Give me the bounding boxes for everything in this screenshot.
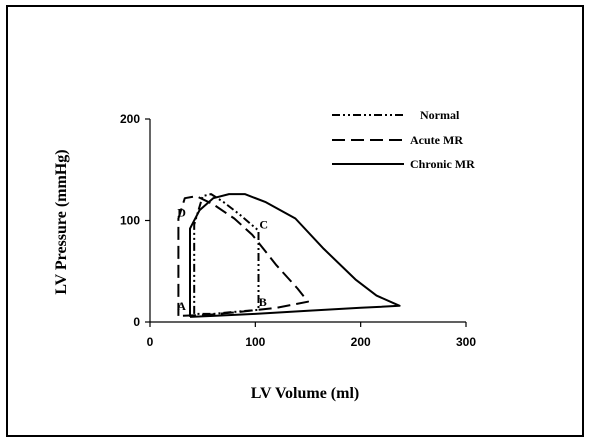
series-layer: [177, 193, 401, 318]
legend-label: Chronic MR: [410, 157, 475, 171]
x-tick-label: 100: [245, 335, 265, 349]
y-tick-label: 100: [120, 214, 140, 228]
point-label-a: A: [177, 299, 186, 313]
x-tick-label: 0: [147, 335, 154, 349]
slide-frame: [6, 5, 584, 437]
x-tick-label: 300: [456, 335, 476, 349]
legend-label: Normal: [420, 108, 460, 122]
series-acute-mr-loop: [177, 195, 309, 317]
point-label-d: D: [177, 205, 186, 219]
point-label-c: C: [259, 218, 268, 232]
y-axis-title: LV Pressure (mmHg): [53, 149, 70, 294]
axes: 0 100 200 300 0 100 200: [120, 112, 476, 349]
y-tick-label: 0: [133, 315, 140, 329]
series-chronic-mr-loop: [189, 193, 401, 318]
legend: Normal Acute MR Chronic MR: [332, 108, 475, 171]
legend-label: Acute MR: [410, 133, 463, 147]
x-tick-label: 200: [351, 335, 371, 349]
annotation-layer: A B C D: [177, 205, 268, 312]
x-axis-title: LV Volume (ml): [251, 385, 359, 402]
y-tick-label: 200: [120, 112, 140, 126]
point-label-b: B: [259, 295, 267, 309]
